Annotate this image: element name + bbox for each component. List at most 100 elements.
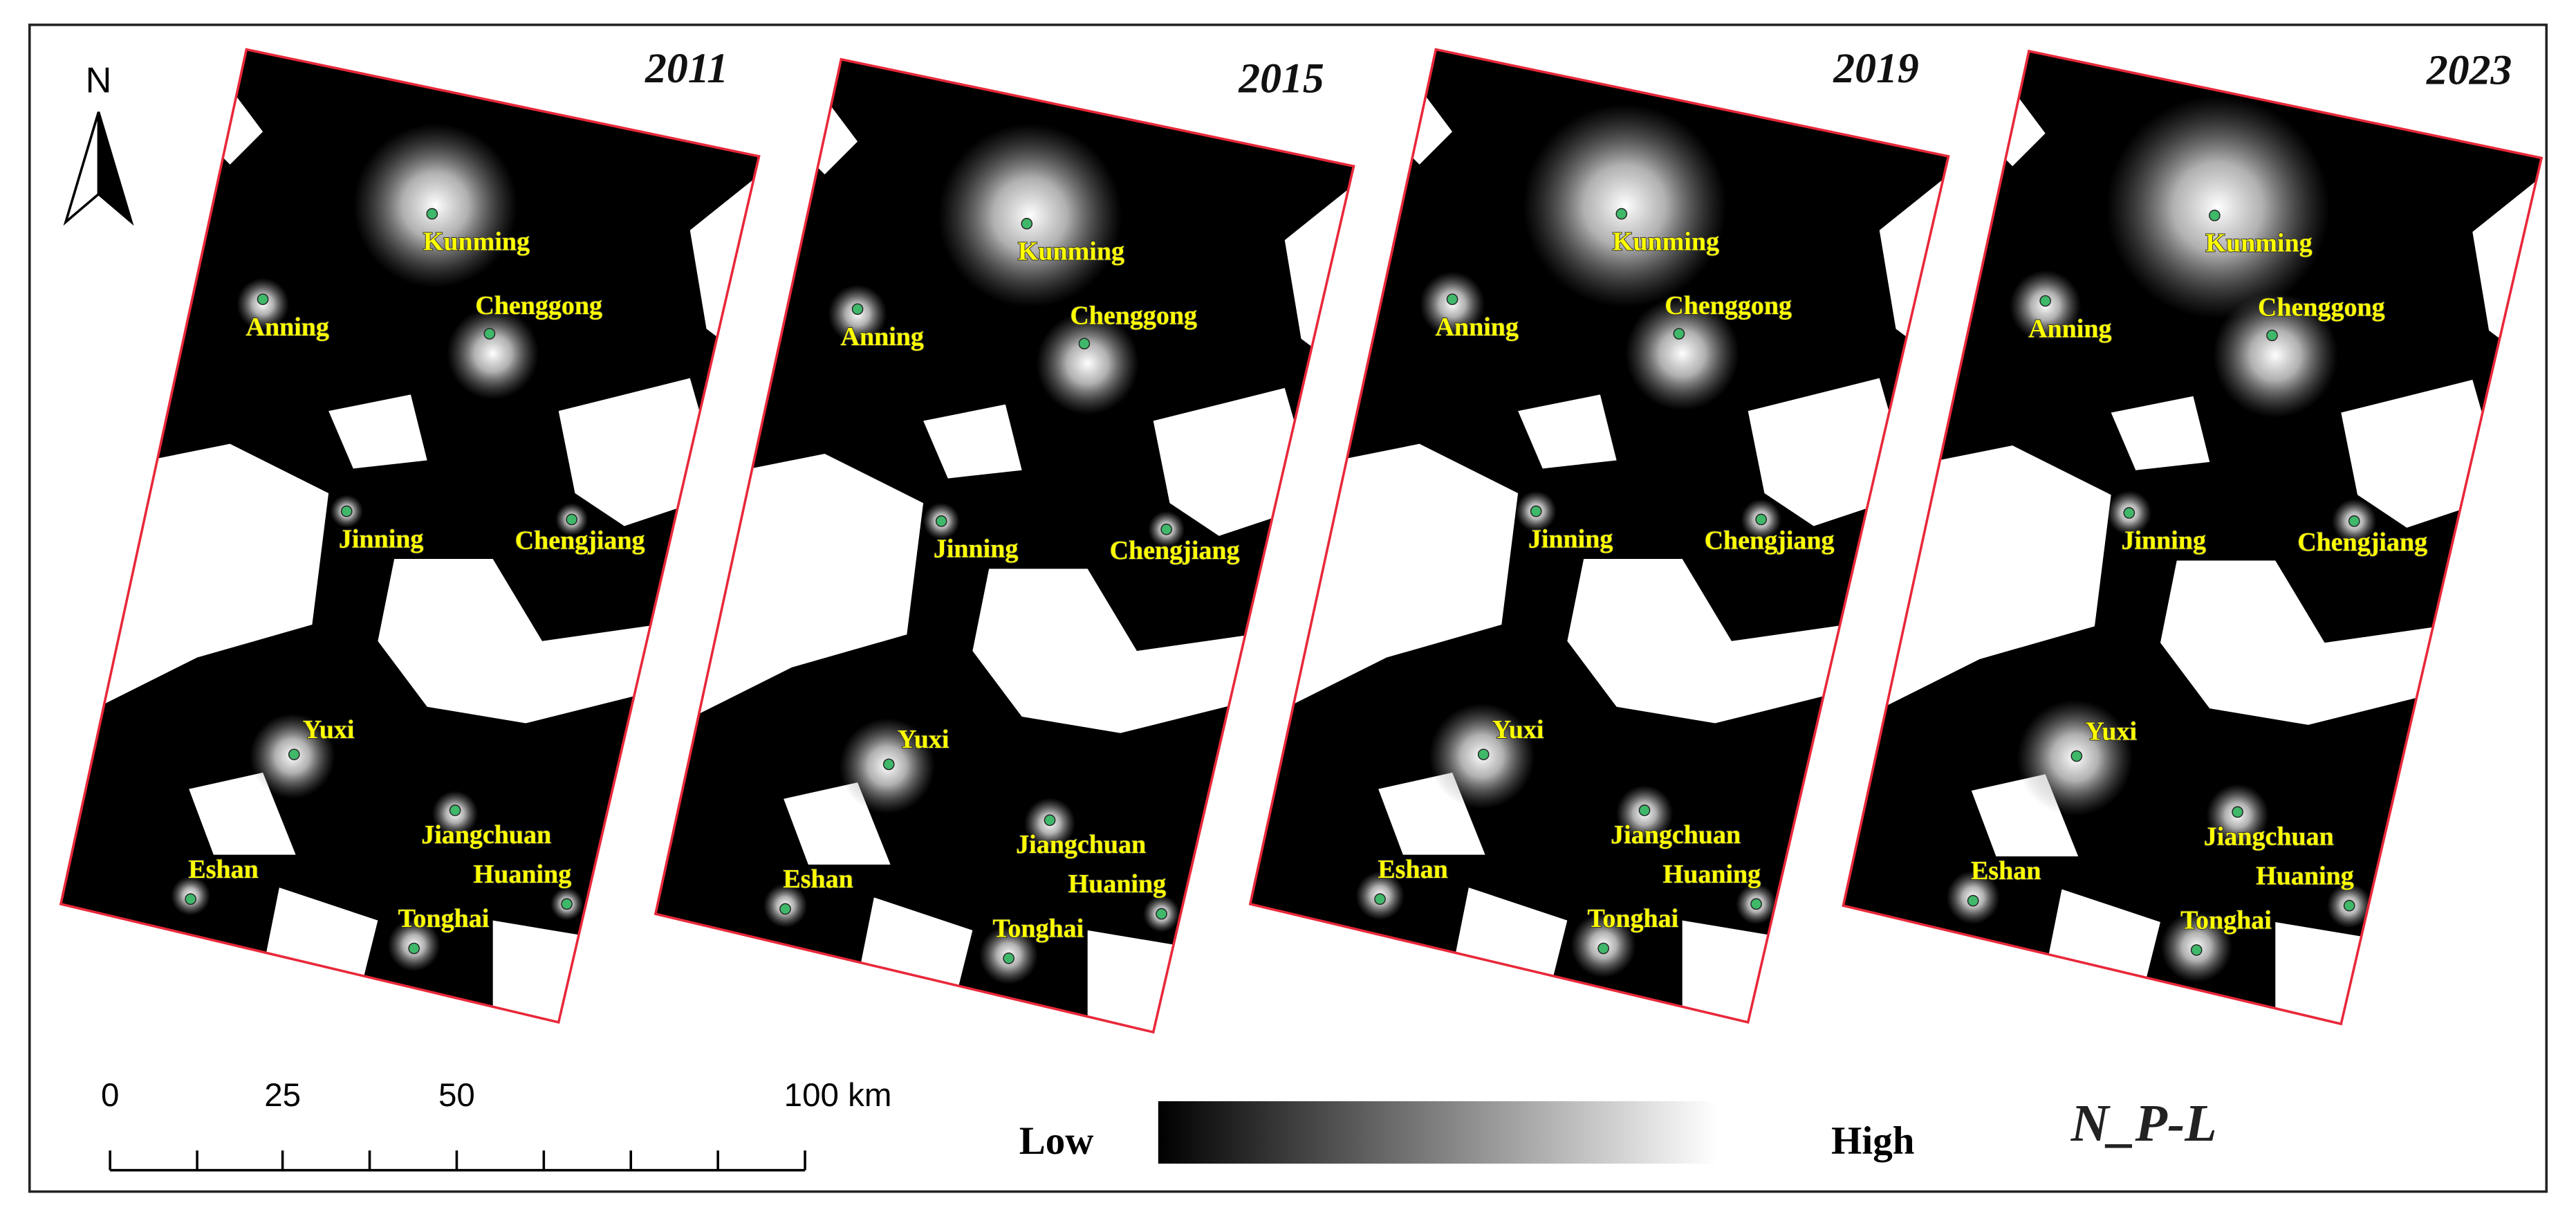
city-dot <box>1615 208 1628 220</box>
no-data-area <box>923 404 1022 479</box>
city-label: Yuxi <box>1492 715 1544 744</box>
city-label: Chenggong <box>1070 301 1197 330</box>
city-label: Jinning <box>2121 526 2206 555</box>
city-label: Anning <box>246 313 329 342</box>
city-dot <box>340 505 353 517</box>
city-dot <box>1477 748 1490 760</box>
city-dot <box>566 513 578 526</box>
city-dot <box>1673 328 1685 340</box>
city-label: Yuxi <box>303 715 355 744</box>
city-label: Anning <box>2028 314 2111 343</box>
legend-high: High <box>1831 1119 1914 1163</box>
panel-border <box>1842 49 2543 1026</box>
city-dot <box>1750 898 1762 910</box>
legend-low: Low <box>1019 1119 1094 1163</box>
panel-border <box>654 57 1355 1034</box>
year-label: 2015 <box>1238 55 1324 102</box>
city-dot <box>1755 513 1767 526</box>
city-label: Jiangchuan <box>1016 830 1146 859</box>
city-label: Tonghai <box>993 914 1084 943</box>
light-glow <box>2106 95 2330 320</box>
light-glow <box>938 123 1122 308</box>
light-glow <box>447 307 539 400</box>
no-data-area <box>378 558 658 724</box>
city-dot <box>2343 899 2355 912</box>
city-label: Kunming <box>2205 229 2312 258</box>
city-dot <box>2266 329 2278 342</box>
city-label: Kunming <box>423 227 530 256</box>
panel-border <box>59 48 761 1024</box>
panel-border <box>1248 48 1950 1024</box>
scale-label: 50 <box>438 1077 475 1114</box>
city-dot <box>2039 295 2051 307</box>
city-label: Jinning <box>339 524 424 553</box>
no-data-area <box>972 569 1252 733</box>
city-label: Anning <box>1435 313 1518 342</box>
city-label: Chengjiang <box>515 526 645 555</box>
north-arrow: N <box>63 60 134 226</box>
no-data-area <box>328 394 427 469</box>
city-label: Eshan <box>783 865 853 894</box>
city-label: Chengjiang <box>1705 526 1835 555</box>
city-label: Yuxi <box>2085 717 2137 746</box>
city-dot <box>426 208 438 220</box>
scale-bar: 0 25 50 100 km <box>101 1077 892 1172</box>
map-title: N_P-L <box>2070 1094 2217 1152</box>
city-dot <box>2348 515 2360 527</box>
legend-ramp <box>1158 1101 1717 1164</box>
no-data-area <box>1567 558 1847 724</box>
city-dot <box>851 303 864 315</box>
no-data-area <box>189 772 296 855</box>
scale-label: 0 <box>101 1077 119 1114</box>
year-label: 2019 <box>1833 45 1919 92</box>
city-label: Chenggong <box>2258 293 2385 322</box>
city-dot <box>483 328 496 340</box>
scale-label: 25 <box>264 1077 301 1114</box>
city-label: Jiangchuan <box>1611 820 1741 849</box>
city-label: Tonghai <box>2180 905 2272 935</box>
year-label: 2011 <box>645 45 728 92</box>
arrow-right <box>97 111 134 226</box>
city-dot <box>257 293 269 305</box>
light-glow <box>1036 311 1140 415</box>
city-dot <box>288 748 300 760</box>
city-label: Jinning <box>934 535 1019 564</box>
city-dot <box>1597 942 1609 955</box>
city-dot <box>2190 944 2203 956</box>
city-dot <box>1638 804 1651 816</box>
city-label: Chengjiang <box>2297 528 2427 557</box>
city-label: Chenggong <box>1665 291 1792 320</box>
city-label: Eshan <box>1378 855 1447 884</box>
city-dot <box>2070 750 2083 762</box>
city-label: Chengjiang <box>1110 536 1240 565</box>
city-dot <box>1446 293 1458 305</box>
city-label: Tonghai <box>1588 904 1679 933</box>
city-dot <box>185 893 196 905</box>
no-data-area <box>1518 394 1617 469</box>
no-data-area <box>2111 396 2210 470</box>
city-dot <box>1530 505 1542 517</box>
city-dot <box>1160 523 1173 535</box>
scale-label: 100 km <box>784 1077 892 1114</box>
light-glow <box>353 123 518 288</box>
city-label: Huaning <box>1068 870 1167 899</box>
city-label: Eshan <box>188 855 258 884</box>
city-dot <box>1003 952 1014 964</box>
city-label: Eshan <box>1971 856 2041 885</box>
city-dot <box>449 804 461 816</box>
city-label: Jiangchuan <box>2204 822 2334 851</box>
light-glow <box>2212 292 2338 418</box>
light-glow <box>1523 103 1727 308</box>
city-label: Kunming <box>1613 227 1719 256</box>
city-dot <box>1374 893 1386 905</box>
city-label: Jinning <box>1528 524 1613 553</box>
city-label: Kunming <box>1018 237 1124 266</box>
city-label: Huaning <box>474 860 572 889</box>
city-label: Huaning <box>1663 860 1761 889</box>
city-dot <box>2209 210 2221 221</box>
city-dot <box>2123 507 2135 519</box>
city-dot <box>1967 894 1979 907</box>
map-panel: 2015 Kunming Anning Chenggong Jinning Chengji… <box>654 55 1355 1034</box>
